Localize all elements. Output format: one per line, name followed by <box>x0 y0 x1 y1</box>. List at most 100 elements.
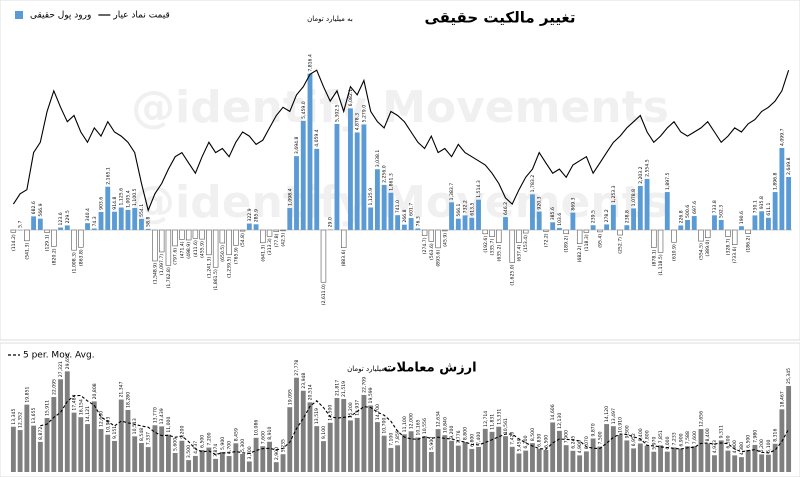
bar <box>678 448 684 472</box>
bar <box>530 443 535 472</box>
data-label: 730.1 <box>752 200 758 213</box>
bar <box>725 229 731 237</box>
bar <box>442 435 448 472</box>
bar <box>421 229 428 236</box>
bar <box>590 438 596 472</box>
data-label: (274.7) <box>422 237 428 254</box>
data-label: 4,737 <box>193 441 199 454</box>
data-label: 869.3 <box>570 197 576 210</box>
bar <box>415 437 421 472</box>
bar <box>772 443 778 472</box>
data-label: 4,700 <box>227 441 233 454</box>
data-label: 4,059.4 <box>314 129 320 147</box>
data-label: 14,120 <box>604 406 610 422</box>
data-label: 566.9 <box>38 203 44 216</box>
data-label: 3,038.1 <box>375 150 381 168</box>
bar <box>71 229 77 251</box>
bar <box>657 229 664 253</box>
bar <box>664 192 670 230</box>
top-panel <box>0 0 800 341</box>
bar <box>206 229 212 256</box>
bar <box>105 186 111 230</box>
bar <box>610 204 616 230</box>
bar <box>159 426 165 472</box>
data-label: (189.2) <box>564 236 570 253</box>
bar <box>280 454 286 472</box>
bar <box>462 442 468 472</box>
data-label: 14,121 <box>85 406 91 422</box>
bar <box>213 458 219 472</box>
data-label: (1,625.0) <box>510 264 516 285</box>
data-label: (1,548.9) <box>152 263 158 284</box>
bar <box>112 440 117 472</box>
bar <box>260 229 266 244</box>
bar <box>368 405 374 472</box>
bar <box>698 229 704 242</box>
bar <box>469 217 475 230</box>
data-label: 14,606 <box>550 404 556 420</box>
data-label: 7,337 <box>146 432 152 445</box>
bar <box>469 448 475 472</box>
bar <box>786 385 792 472</box>
bar <box>348 108 353 230</box>
data-label: 14,700 <box>375 404 381 420</box>
data-label: 229.5 <box>65 210 71 223</box>
bar <box>300 390 306 472</box>
bar <box>300 120 306 230</box>
data-label: 8,500 <box>530 428 536 441</box>
data-label: 1,125.9 <box>368 188 374 206</box>
bar <box>745 449 751 472</box>
data-label: 5,302.5 <box>334 104 340 122</box>
data-label: 1,514.3 <box>476 180 482 198</box>
data-label: (328.7) <box>725 238 731 255</box>
bar <box>435 429 441 472</box>
data-label: 4,878.3 <box>355 113 361 131</box>
bar <box>449 440 454 472</box>
data-label: 566.1 <box>456 203 462 216</box>
data-label: 1,253.3 <box>611 185 617 203</box>
bar <box>476 199 481 230</box>
data-label: 3,500 <box>186 445 192 458</box>
data-label: 285.9 <box>254 209 260 222</box>
data-label: 733.8 <box>712 200 718 213</box>
chart-subtitle: به میلیارد تومان <box>347 365 393 373</box>
bar <box>455 445 461 472</box>
bar <box>354 417 360 472</box>
bar <box>550 222 556 230</box>
data-label: 4,900 <box>577 440 583 453</box>
data-label: 103.6 <box>557 213 563 226</box>
data-label: 2,203.2 <box>638 166 644 184</box>
bar <box>718 219 724 230</box>
data-label: 19,851 <box>24 386 30 402</box>
data-label: (765.9) <box>233 247 239 264</box>
bar <box>482 229 488 235</box>
data-label: 7,233 <box>672 432 678 445</box>
data-label: (1,097.7) <box>159 254 165 275</box>
data-label: 9,870 <box>591 423 597 436</box>
bar <box>395 445 401 472</box>
data-label: 10,513 <box>132 418 138 434</box>
bar <box>179 229 185 240</box>
data-label: 6,800 <box>469 434 475 447</box>
bar <box>644 178 650 230</box>
bar <box>91 401 97 472</box>
bar <box>516 229 522 243</box>
bar <box>428 451 434 472</box>
bar <box>786 177 792 230</box>
bar <box>496 229 502 243</box>
bar <box>132 207 138 230</box>
bar <box>482 428 488 472</box>
bar <box>401 224 407 230</box>
bar <box>583 229 590 233</box>
data-label: 8,316 <box>773 429 779 442</box>
bar <box>165 229 172 266</box>
data-label: 611.1 <box>766 203 772 216</box>
bar <box>172 452 178 472</box>
bar <box>307 73 313 230</box>
data-label: 226.8 <box>678 210 684 223</box>
data-label: 340.4 <box>85 208 91 221</box>
data-label: (554.5) <box>698 243 704 260</box>
data-label: 914.8 <box>112 196 118 209</box>
data-label: 6,000 <box>665 436 671 449</box>
data-label: (45.9) <box>442 233 448 247</box>
